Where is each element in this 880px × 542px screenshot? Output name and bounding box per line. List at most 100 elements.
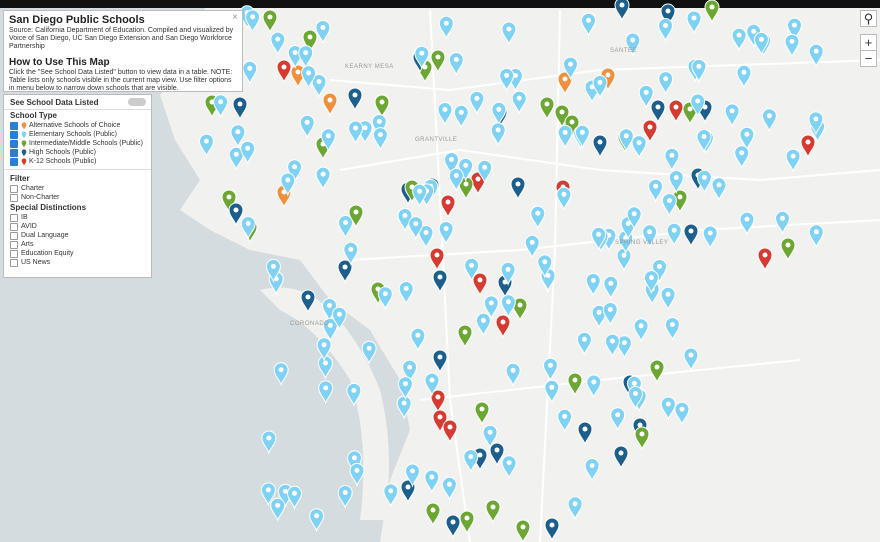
- legend-item[interactable]: Intermediate/Middle Schools (Public): [4, 139, 151, 148]
- school-pin[interactable]: [610, 407, 626, 432]
- school-pin[interactable]: [668, 170, 684, 195]
- school-pin[interactable]: [337, 485, 353, 510]
- school-pin[interactable]: [557, 71, 573, 96]
- school-pin[interactable]: [475, 312, 491, 337]
- school-pin[interactable]: [626, 206, 642, 231]
- school-pin[interactable]: [432, 349, 448, 374]
- school-pin[interactable]: [544, 517, 560, 542]
- school-pin[interactable]: [505, 362, 521, 387]
- school-pin[interactable]: [580, 12, 597, 37]
- school-pin[interactable]: [302, 29, 318, 54]
- school-pin[interactable]: [643, 270, 659, 295]
- school-pin[interactable]: [198, 133, 215, 158]
- school-pin[interactable]: [736, 64, 752, 89]
- school-pin[interactable]: [300, 289, 316, 314]
- toggle-row[interactable]: See School Data Listed: [4, 95, 151, 110]
- school-pin[interactable]: [322, 317, 338, 342]
- school-pin[interactable]: [430, 49, 446, 74]
- school-pin[interactable]: [657, 18, 674, 43]
- school-pin[interactable]: [485, 499, 501, 524]
- school-pin[interactable]: [557, 124, 573, 149]
- school-pin[interactable]: [463, 449, 479, 474]
- school-pin[interactable]: [408, 216, 424, 241]
- filter-option[interactable]: Education Equity: [4, 249, 151, 258]
- school-pin[interactable]: [429, 247, 445, 272]
- school-pin[interactable]: [567, 372, 583, 397]
- school-pin[interactable]: [686, 10, 702, 35]
- legend-item[interactable]: Elementary Schools (Public): [4, 130, 151, 139]
- school-pin[interactable]: [228, 146, 244, 171]
- school-pin[interactable]: [616, 247, 632, 272]
- school-pin[interactable]: [374, 94, 390, 119]
- school-pin[interactable]: [808, 111, 824, 136]
- school-pin[interactable]: [459, 510, 475, 535]
- school-pin[interactable]: [631, 135, 647, 160]
- school-pin[interactable]: [642, 119, 658, 144]
- school-pin[interactable]: [469, 90, 485, 115]
- school-pin[interactable]: [318, 380, 334, 405]
- school-pin[interactable]: [562, 56, 579, 81]
- school-pin[interactable]: [586, 374, 602, 399]
- filter-option[interactable]: US News: [4, 258, 151, 267]
- school-pin[interactable]: [660, 396, 676, 421]
- school-pin[interactable]: [430, 389, 446, 414]
- school-pin[interactable]: [337, 259, 353, 284]
- school-pin[interactable]: [240, 140, 256, 165]
- school-pin[interactable]: [464, 257, 480, 282]
- school-pin[interactable]: [280, 172, 296, 197]
- school-pin[interactable]: [724, 103, 740, 128]
- school-pin[interactable]: [542, 357, 559, 382]
- school-pin[interactable]: [648, 178, 664, 203]
- school-pin[interactable]: [591, 226, 607, 251]
- school-pin[interactable]: [556, 186, 572, 211]
- close-button[interactable]: ×: [232, 12, 238, 23]
- school-pin[interactable]: [331, 306, 347, 331]
- filter-option[interactable]: Charter: [4, 184, 151, 193]
- school-pin[interactable]: [661, 193, 677, 218]
- school-pin[interactable]: [410, 327, 426, 352]
- school-pin[interactable]: [668, 99, 684, 124]
- filter-option[interactable]: IB: [4, 213, 151, 222]
- school-pin[interactable]: [696, 129, 712, 154]
- school-pin[interactable]: [650, 99, 666, 124]
- school-pin[interactable]: [490, 122, 506, 147]
- school-pin[interactable]: [424, 469, 440, 494]
- school-pin[interactable]: [696, 169, 712, 194]
- school-pin[interactable]: [414, 45, 430, 70]
- school-pin[interactable]: [664, 147, 680, 172]
- school-pin[interactable]: [315, 20, 331, 45]
- school-pin[interactable]: [347, 87, 363, 112]
- school-pin[interactable]: [638, 84, 654, 109]
- school-pin[interactable]: [574, 124, 590, 149]
- school-pin[interactable]: [584, 458, 600, 483]
- school-pin[interactable]: [440, 194, 456, 219]
- school-pin[interactable]: [309, 508, 325, 533]
- zoom-in[interactable]: +: [860, 34, 877, 51]
- school-pin[interactable]: [618, 128, 634, 153]
- school-pin[interactable]: [604, 333, 620, 358]
- toggle-switch[interactable]: [128, 98, 146, 106]
- school-pin[interactable]: [245, 9, 261, 34]
- school-pin[interactable]: [232, 96, 248, 121]
- school-pin[interactable]: [539, 96, 555, 121]
- school-pin[interactable]: [432, 269, 448, 294]
- school-pin[interactable]: [412, 183, 428, 208]
- school-pin[interactable]: [739, 126, 755, 151]
- school-pin[interactable]: [704, 0, 720, 24]
- school-pin[interactable]: [286, 485, 303, 510]
- school-pin[interactable]: [658, 71, 674, 96]
- school-pin[interactable]: [690, 93, 706, 118]
- school-pin[interactable]: [424, 372, 440, 397]
- school-pin[interactable]: [585, 272, 601, 297]
- school-pin[interactable]: [261, 430, 277, 455]
- school-pin[interactable]: [260, 482, 276, 507]
- school-pin[interactable]: [474, 401, 490, 426]
- school-pin[interactable]: [786, 17, 803, 42]
- school-pin[interactable]: [276, 59, 292, 84]
- school-pin[interactable]: [404, 463, 421, 488]
- school-pin[interactable]: [557, 408, 573, 433]
- school-pin[interactable]: [361, 340, 377, 365]
- school-pin[interactable]: [592, 134, 608, 159]
- school-pin[interactable]: [660, 3, 676, 28]
- school-pin[interactable]: [808, 224, 824, 249]
